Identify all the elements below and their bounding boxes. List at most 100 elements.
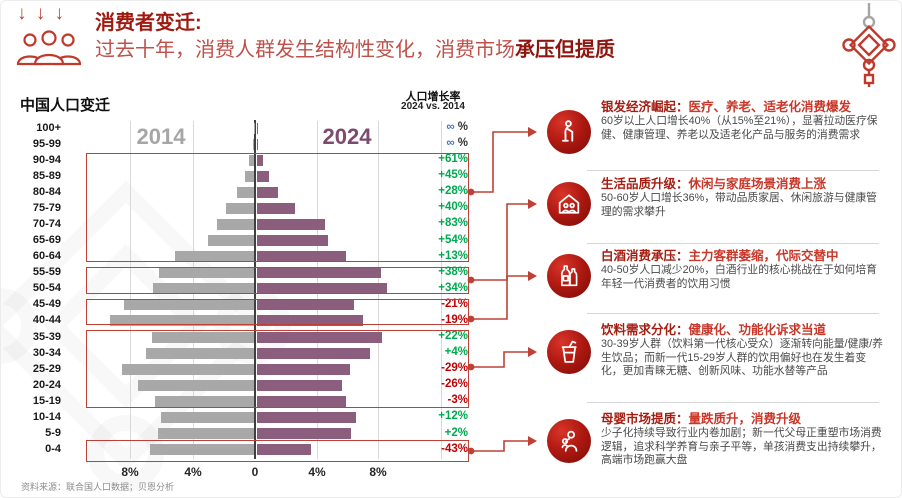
bar-2024 xyxy=(256,347,370,359)
growth-value: +34% xyxy=(438,281,468,294)
year-label-2014: 2014 xyxy=(136,124,186,149)
divider xyxy=(587,313,879,314)
age-label: 95-99 xyxy=(32,137,61,150)
growth-column-subheader: 2024 vs. 2014 xyxy=(401,101,465,112)
subtitle-emphasis: 承压但提质 xyxy=(515,39,615,61)
bar-2024 xyxy=(256,235,328,247)
age-label: 40-44 xyxy=(32,314,61,327)
growth-value: +83% xyxy=(438,217,468,230)
highlight-box-60plus xyxy=(86,153,469,262)
bar-2014 xyxy=(174,251,254,263)
growth-value: +4% xyxy=(444,346,468,359)
age-label: 75-79 xyxy=(32,201,61,214)
age-label: 10-14 xyxy=(32,410,61,423)
annotation-title-rest: 医疗、养老、适老化消费爆发 xyxy=(688,100,852,114)
x-axis-tick: 0 xyxy=(251,465,259,479)
age-label: 15-19 xyxy=(32,394,61,407)
growth-value: -3% xyxy=(447,394,468,407)
annotation-title-rest: 健康化、功能化诉求当道 xyxy=(688,323,827,337)
x-axis-tick: 4% xyxy=(184,465,202,479)
divider xyxy=(587,170,879,171)
family-home-icon xyxy=(547,182,591,226)
annotation-body: 少子化持续导致行业内卷加剧；新一代父母正重塑市场消费逻辑，追求科学养育与亲子平等… xyxy=(601,427,882,467)
x-axis-tick: 4% xyxy=(308,465,326,479)
growth-value: +12% xyxy=(438,410,468,423)
growth-value: +38% xyxy=(438,265,468,278)
gridline xyxy=(441,121,442,459)
bar-2024 xyxy=(256,363,350,375)
annotation-body: 50-60岁人口增长36%，带动品质家居、休闲旅游与健康管理的需求攀升 xyxy=(601,192,877,218)
bar-2024 xyxy=(256,428,352,440)
bar-2014 xyxy=(145,347,254,359)
bar-2024 xyxy=(256,186,279,198)
bar-2014 xyxy=(216,218,254,230)
growth-value: +40% xyxy=(438,201,468,214)
growth-value: -21% xyxy=(441,297,468,310)
growth-value: +54% xyxy=(438,233,468,246)
growth-value: +22% xyxy=(438,330,468,343)
bar-2014 xyxy=(151,331,254,343)
growth-value: -43% xyxy=(441,442,468,455)
annotation-title: 饮料需求分化：健康化、功能化诉求当道 xyxy=(601,323,887,337)
annotation-silver-economy: 银发经济崛起：医疗、养老、适老化消费爆发 60岁以上人口增长40%（从15%至2… xyxy=(601,100,887,142)
age-label: 50-54 xyxy=(32,282,61,295)
source-note: 资料来源：联合国人口数据；贝恩分析 xyxy=(21,482,175,492)
beverage-cup-icon xyxy=(547,330,591,374)
bar-2014 xyxy=(245,170,254,182)
annotation-title-rest: 量跌质升，消费升级 xyxy=(688,412,802,426)
annotation-title-prefix: 母婴市场提质： xyxy=(601,412,689,426)
bar-2024 xyxy=(256,379,342,391)
annotation-title: 白酒消费承压：主力客群萎缩，代际交替中 xyxy=(601,249,887,263)
age-label: 90-94 xyxy=(32,153,61,166)
age-label: 85-89 xyxy=(32,169,61,182)
bar-2014 xyxy=(249,154,254,166)
bar-2014 xyxy=(207,235,254,247)
growth-value: -29% xyxy=(441,362,468,375)
age-label: 80-84 xyxy=(32,185,61,198)
chinese-knot-icon xyxy=(842,3,896,87)
age-label: 30-34 xyxy=(32,346,61,359)
bar-2014 xyxy=(150,444,254,456)
age-label: 5-9 xyxy=(45,427,61,440)
growth-value: +28% xyxy=(438,185,468,198)
age-label: 45-49 xyxy=(32,298,61,311)
bar-2024 xyxy=(256,283,387,295)
page-subtitle: 过去十年，消费人群发生结构性变化，消费市场承压但提质 xyxy=(95,33,615,62)
annotation-title-prefix: 饮料需求分化： xyxy=(601,323,689,337)
highlight-box-15-39 xyxy=(86,330,469,408)
bar-2024 xyxy=(256,267,381,279)
bar-2024 xyxy=(256,331,383,343)
bar-2014 xyxy=(153,283,254,295)
growth-value: +2% xyxy=(444,426,468,439)
bar-2014 xyxy=(137,379,254,391)
annotation-title-prefix: 白酒消费承压： xyxy=(601,249,689,263)
bar-2024 xyxy=(256,411,356,423)
x-axis-tick: 8% xyxy=(369,465,387,479)
age-label: 0-4 xyxy=(45,443,61,456)
bar-2024 xyxy=(256,202,296,214)
age-label: 100+ xyxy=(36,121,61,134)
age-label: 55-59 xyxy=(32,266,61,279)
growth-value: -19% xyxy=(441,313,468,326)
age-label: 25-29 xyxy=(32,362,61,375)
divider xyxy=(587,402,879,403)
bar-2014 xyxy=(157,428,254,440)
annotation-title: 母婴市场提质：量跌质升，消费升级 xyxy=(601,412,887,426)
annotation-body: 60岁以上人口增长40%（从15%至21%），显著拉动医疗保健、健康管理、养老以… xyxy=(601,115,878,141)
down-arrows-icon: ↓ ↓ ↓ xyxy=(17,3,67,24)
highlight-box-40-49 xyxy=(86,299,469,325)
bar-2014 xyxy=(154,395,254,407)
bar-2024 xyxy=(256,170,269,182)
annotation-title: 银发经济崛起：医疗、养老、适老化消费爆发 xyxy=(601,100,887,114)
annotation-body: 30-39岁人群（饮料第一代核心受众）逐渐转向能量/健康/养生饮品；而新一代15… xyxy=(601,338,883,378)
annotation-title: 生活品质升级：休闲与家庭场景消费上涨 xyxy=(601,177,887,191)
bar-2014 xyxy=(252,138,254,150)
subtitle-regular: 过去十年，消费人群发生结构性变化，消费市场 xyxy=(95,39,515,61)
bar-2014 xyxy=(122,363,254,375)
page-title: 消费者变迁: xyxy=(95,12,202,34)
bar-2024 xyxy=(256,395,347,407)
age-label: 65-69 xyxy=(32,234,61,247)
bar-2014 xyxy=(159,267,254,279)
highlight-box-0-4 xyxy=(86,440,469,462)
annotation-title-rest: 休闲与家庭场景消费上涨 xyxy=(688,177,827,191)
